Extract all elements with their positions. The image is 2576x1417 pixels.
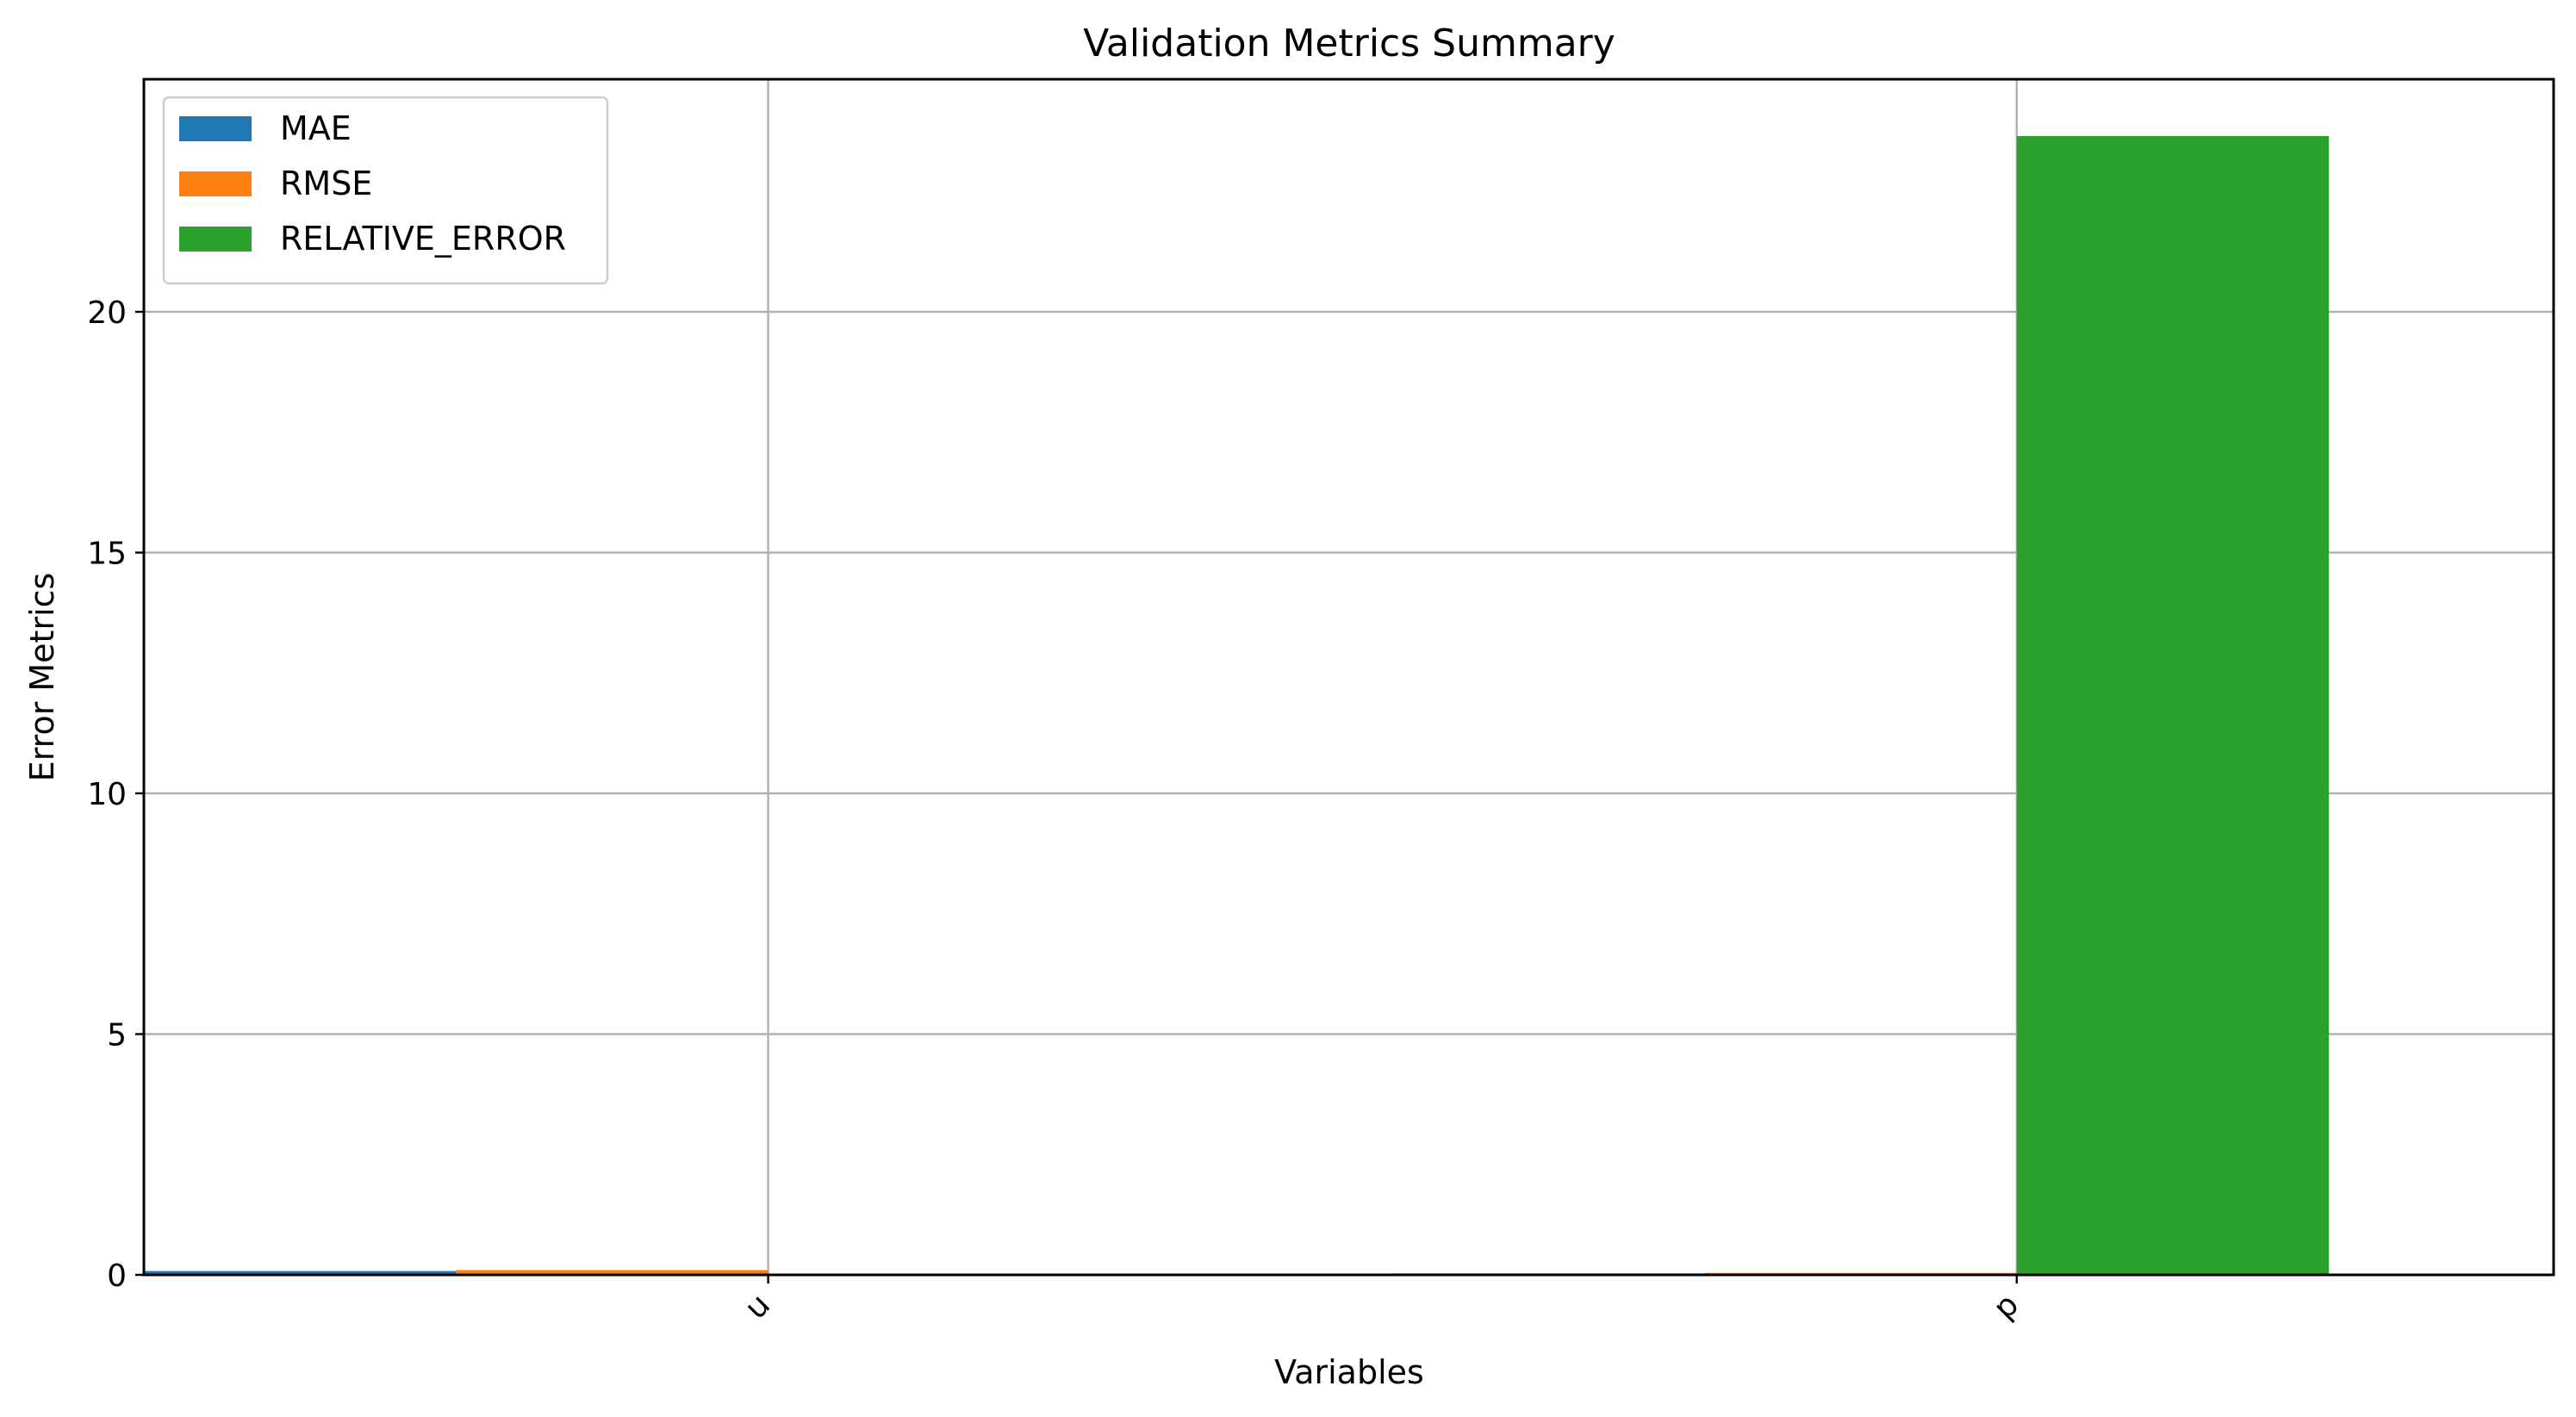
plot-frame bbox=[142, 78, 2555, 1277]
y-axis-label: Error Metrics bbox=[23, 573, 61, 782]
legend-label: MAE bbox=[280, 109, 352, 147]
legend-frame bbox=[162, 96, 609, 285]
legend-label: RELATIVE_ERROR bbox=[280, 220, 566, 258]
x-tick-label: u bbox=[738, 1287, 777, 1326]
y-tick-label: 15 bbox=[87, 536, 127, 571]
bars bbox=[144, 135, 2330, 1275]
legend-swatch bbox=[179, 171, 252, 196]
y-tick-label: 20 bbox=[87, 295, 127, 331]
legend-swatch bbox=[179, 116, 252, 141]
legend-label: RMSE bbox=[280, 165, 372, 202]
y-tick-label: 10 bbox=[87, 777, 127, 812]
y-tick-label: 0 bbox=[107, 1259, 127, 1294]
x-tick-label: p bbox=[1987, 1287, 2025, 1326]
bar-mae-u bbox=[144, 1271, 457, 1275]
legend: MAE RMSE RELATIVE_ERROR bbox=[162, 96, 609, 285]
bar-rmse-u bbox=[456, 1270, 768, 1275]
y-tick-label: 5 bbox=[107, 1017, 127, 1053]
chart-title: Validation Metrics Summary bbox=[1083, 22, 1615, 65]
bar-relative_error-p bbox=[2016, 135, 2330, 1275]
legend-swatch bbox=[179, 227, 252, 252]
y-axis: 0 5 10 15 20 bbox=[87, 295, 144, 1294]
x-axis-label: Variables bbox=[1274, 1353, 1424, 1391]
